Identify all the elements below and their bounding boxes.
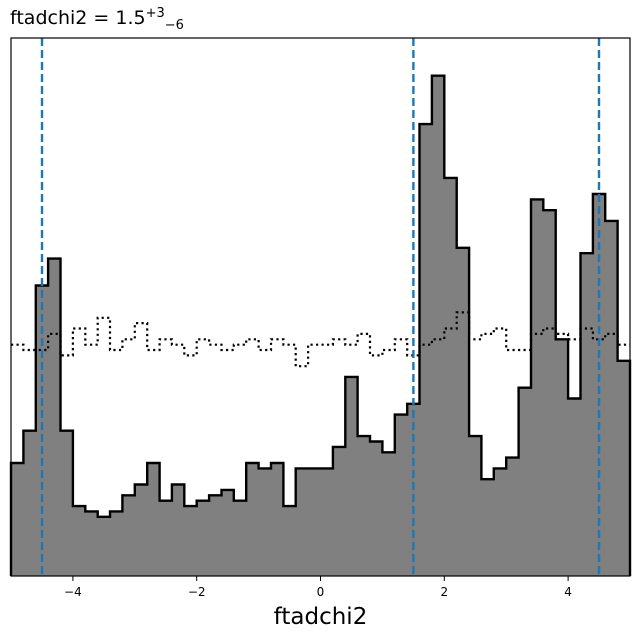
x-tick-label: −4 [64, 585, 82, 599]
histogram-bar [518, 387, 532, 576]
x-tick-label: −2 [188, 585, 206, 599]
histogram-bar [444, 177, 458, 576]
histogram-bar [431, 75, 445, 576]
histogram-bar [555, 339, 569, 576]
histogram-bar [481, 479, 495, 576]
histogram-bar [48, 258, 61, 576]
histogram-bar [382, 452, 396, 576]
histogram-bar [419, 124, 433, 576]
histogram-bar [35, 285, 49, 576]
histogram-bar [110, 511, 123, 576]
x-tick-label: 4 [564, 585, 572, 599]
histogram-bar [209, 495, 222, 576]
histogram-bar [506, 457, 519, 576]
histogram-bar [617, 360, 631, 576]
histogram-bar [72, 506, 86, 576]
x-tick-label: 2 [440, 585, 448, 599]
chart-title-subscript: −6 [165, 18, 184, 33]
histogram-bar [258, 468, 272, 576]
histogram-bar [320, 468, 334, 576]
quantile-lines [40, 38, 601, 576]
histogram-bar [11, 463, 24, 576]
histogram-bar [530, 199, 544, 576]
histogram-bar [221, 489, 235, 576]
prior-series [11, 311, 630, 368]
histogram-bar [456, 247, 470, 576]
chart-title-prefix: ftadchi2 = 1.5 [10, 7, 146, 29]
histogram-bar [543, 210, 557, 576]
histogram-bar [580, 253, 594, 576]
posterior-series [9, 74, 632, 577]
histogram-bar [394, 414, 408, 576]
posterior-outline [9, 74, 632, 576]
chart-title-superscript: +3 [146, 6, 165, 21]
histogram-bar [97, 516, 111, 576]
histogram-bar [134, 484, 148, 576]
histogram-bar [308, 468, 321, 576]
histogram-bar [60, 430, 74, 576]
histogram-bar [233, 500, 247, 576]
prior-outline [11, 311, 630, 368]
x-axis: −4 −2 0 2 4 [64, 576, 572, 599]
histogram-bar [295, 468, 309, 576]
histogram-bar [122, 495, 136, 576]
histogram-bar [270, 463, 284, 576]
histogram-bar [493, 468, 507, 576]
histogram-bar [283, 506, 297, 576]
chart-title: ftadchi2 = 1.5+3−6 [10, 6, 184, 33]
histogram-bar [147, 463, 160, 576]
histogram-bar [196, 500, 210, 576]
histogram-bar [159, 500, 173, 576]
histogram-bar [345, 376, 359, 576]
plot-area [9, 38, 632, 577]
x-tick-label: 0 [317, 585, 325, 599]
histogram-bar [246, 463, 259, 576]
histogram-bar [592, 194, 606, 576]
histogram-bar [357, 436, 371, 576]
histogram-bar [469, 436, 482, 576]
histogram-bar [605, 220, 619, 577]
histogram-bar [568, 398, 581, 576]
histogram-bar [184, 506, 198, 576]
histogram-bar [171, 484, 185, 576]
histogram-bar [23, 430, 37, 576]
x-axis-label: ftadchi2 [274, 604, 368, 630]
histogram-bar [85, 511, 99, 576]
histogram-bar [370, 441, 383, 576]
histogram-bar [332, 446, 346, 576]
